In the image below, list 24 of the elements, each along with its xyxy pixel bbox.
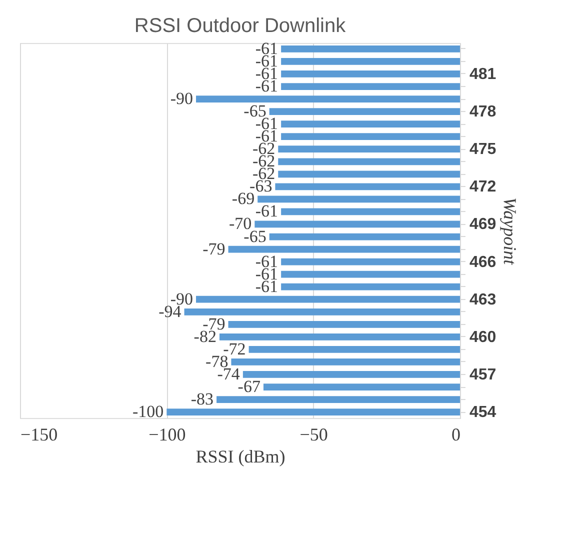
y-tick-label: 472 bbox=[470, 178, 496, 196]
y-tick-label: 469 bbox=[470, 216, 496, 234]
y-tick-label: 460 bbox=[470, 328, 496, 346]
y-axis-title: Waypoint bbox=[500, 197, 520, 266]
x-axis-title: RSSI (dBm) bbox=[196, 446, 286, 466]
data-label: -83 bbox=[190, 390, 214, 409]
y-tick-label: 454 bbox=[470, 404, 496, 422]
y-tick-label: 463 bbox=[470, 291, 496, 308]
x-tick-label: 0 bbox=[452, 424, 460, 444]
y-tick-label: 475 bbox=[470, 141, 496, 158]
chart-title: RSSI Outdoor Downlink bbox=[134, 14, 347, 37]
data-label: -67 bbox=[238, 377, 261, 396]
y-tick-label: 481 bbox=[470, 66, 496, 83]
x-tick-label: −100 bbox=[148, 424, 186, 444]
x-tick-label: −150 bbox=[20, 424, 58, 444]
y-tick-label: 457 bbox=[470, 366, 496, 384]
y-tick-label: 478 bbox=[470, 104, 496, 121]
data-label: -79 bbox=[202, 239, 226, 258]
data-label: -100 bbox=[132, 402, 164, 422]
x-tick-label: −50 bbox=[300, 424, 328, 444]
data-label: -90 bbox=[170, 89, 193, 108]
data-label: -69 bbox=[232, 189, 255, 208]
data-label: -61 bbox=[255, 202, 278, 221]
y-tick-label: 466 bbox=[470, 254, 496, 271]
